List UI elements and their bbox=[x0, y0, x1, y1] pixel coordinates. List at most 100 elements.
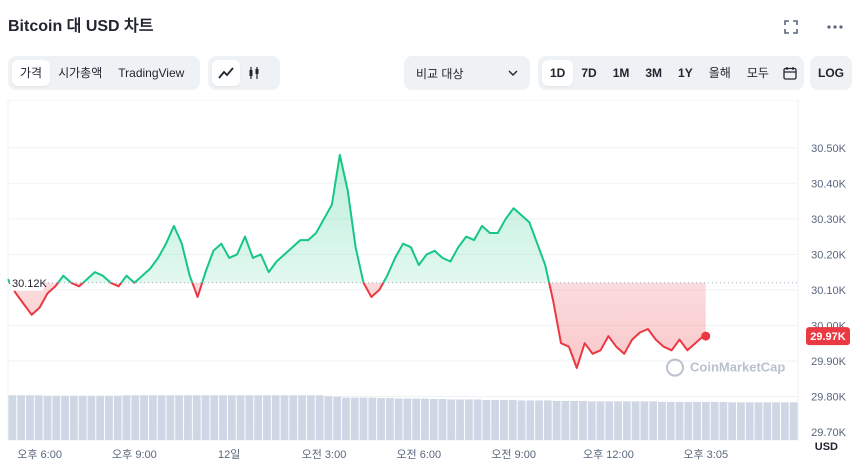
x-tick-label: 오후 6:00 bbox=[17, 448, 62, 461]
x-tick-label: 오전 6:00 bbox=[396, 448, 441, 461]
volume-bar bbox=[587, 401, 596, 440]
more-icon[interactable] bbox=[824, 16, 846, 38]
log-toggle-group: LOG bbox=[810, 56, 852, 90]
volume-bar bbox=[43, 395, 52, 440]
volume-bar bbox=[579, 400, 587, 440]
chart-type-tabs: 가격 시가총액 TradingView bbox=[8, 56, 200, 90]
top-actions bbox=[780, 16, 846, 38]
volume-bar bbox=[201, 395, 210, 440]
calendar-button[interactable] bbox=[777, 60, 803, 86]
volume-bar bbox=[500, 399, 508, 440]
candlestick-button[interactable] bbox=[240, 60, 268, 86]
range-7d[interactable]: 7D bbox=[581, 66, 597, 80]
tab-market-cap[interactable]: 시가총액 bbox=[58, 66, 103, 80]
volume-bar bbox=[148, 395, 157, 440]
y-tick-label: 30.40K bbox=[811, 178, 847, 190]
y-tick-label: 29.80K bbox=[811, 391, 847, 403]
volume-bar bbox=[271, 395, 280, 440]
volume-bar bbox=[140, 395, 148, 440]
volume-bar bbox=[684, 401, 693, 440]
range-1d[interactable]: 1D bbox=[542, 60, 574, 86]
volume-bar bbox=[631, 401, 640, 440]
volume-bar bbox=[394, 398, 403, 440]
range-tabs: 1D 7D 1M 3M 1Y 올해 모두 bbox=[538, 56, 804, 90]
x-tick-label: 오전 9:00 bbox=[491, 448, 536, 461]
range-1y[interactable]: 1Y bbox=[678, 66, 693, 80]
volume-bar bbox=[763, 402, 772, 440]
volume-bar bbox=[570, 400, 579, 440]
volume-bar bbox=[333, 396, 342, 440]
volume-bar bbox=[491, 399, 500, 440]
volume-bar bbox=[175, 395, 184, 440]
plot-frame bbox=[7, 100, 799, 441]
range-ytd[interactable]: 올해 bbox=[708, 66, 731, 80]
volume-bar bbox=[157, 395, 166, 440]
volume-bar bbox=[324, 396, 333, 440]
line-chart-button[interactable] bbox=[212, 60, 240, 86]
volume-bar bbox=[517, 400, 526, 440]
tab-price[interactable]: 가격 bbox=[12, 60, 51, 86]
volume-bar bbox=[482, 399, 491, 440]
volume-bar bbox=[350, 397, 359, 440]
volume-bar bbox=[78, 395, 87, 440]
log-toggle[interactable]: LOG bbox=[818, 66, 844, 80]
page-title: Bitcoin 대 USD 차트 bbox=[8, 18, 154, 35]
x-tick-label: 오전 3:00 bbox=[302, 448, 347, 461]
volume-bar bbox=[359, 397, 368, 440]
volume-bar bbox=[421, 398, 429, 440]
volume-bar bbox=[254, 395, 263, 440]
volume-bar bbox=[26, 395, 34, 440]
range-all[interactable]: 모두 bbox=[746, 66, 769, 80]
volume-bar bbox=[17, 395, 26, 440]
price-line-down bbox=[8, 282, 706, 369]
expand-icon[interactable] bbox=[780, 16, 802, 38]
volume-bar bbox=[377, 398, 385, 440]
price-line-up bbox=[7, 153, 551, 283]
volume-bar bbox=[429, 399, 438, 440]
y-unit-label: USD bbox=[815, 441, 838, 453]
volume-bar bbox=[614, 401, 622, 440]
x-tick-label: 오후 12:00 bbox=[583, 448, 634, 461]
volume-bar bbox=[535, 400, 543, 440]
volume-bar bbox=[245, 395, 254, 440]
volume-bar bbox=[227, 395, 236, 440]
volume-bar bbox=[219, 395, 227, 440]
volume-bar bbox=[649, 401, 658, 440]
compare-dropdown[interactable]: 비교 대상 bbox=[404, 56, 530, 90]
volume-bar bbox=[34, 395, 43, 440]
volume-bar bbox=[306, 395, 315, 440]
volume-bar bbox=[710, 401, 719, 440]
volume-bar bbox=[719, 401, 728, 440]
volume-bar bbox=[543, 400, 552, 440]
baseline-label: 30.12K bbox=[12, 278, 48, 290]
x-tick-label: 12일 bbox=[218, 447, 240, 461]
volume-bar bbox=[87, 395, 96, 440]
volume-bar bbox=[166, 395, 175, 440]
volume-bar bbox=[447, 399, 456, 440]
volume-bar bbox=[754, 402, 763, 440]
volume-bar bbox=[675, 401, 684, 440]
candlestick-icon bbox=[249, 67, 259, 79]
area-above-baseline bbox=[8, 154, 706, 283]
volume-bar bbox=[438, 399, 447, 440]
volume-bar bbox=[745, 402, 754, 440]
range-3m[interactable]: 3M bbox=[645, 66, 663, 80]
x-tick-label: 오후 3:05 bbox=[683, 448, 728, 461]
volume-bar bbox=[289, 395, 298, 440]
tab-tradingview[interactable]: TradingView bbox=[118, 66, 185, 80]
y-tick-label: 30.50K bbox=[811, 143, 847, 155]
volume-bar bbox=[8, 395, 17, 440]
volume-bar bbox=[192, 395, 201, 440]
volume-bar bbox=[693, 401, 701, 440]
volume-bar bbox=[210, 395, 219, 440]
x-tick-label: 오후 9:00 bbox=[112, 448, 157, 461]
volume-bar bbox=[473, 399, 482, 440]
volume-bar bbox=[368, 397, 377, 440]
volume-bar bbox=[236, 395, 245, 440]
volume-bar bbox=[666, 401, 675, 440]
volume-bar bbox=[464, 399, 473, 440]
range-1m[interactable]: 1M bbox=[612, 66, 630, 80]
volume-bar bbox=[113, 395, 122, 440]
calendar-icon bbox=[783, 67, 797, 80]
chevron-down-icon bbox=[508, 70, 518, 76]
